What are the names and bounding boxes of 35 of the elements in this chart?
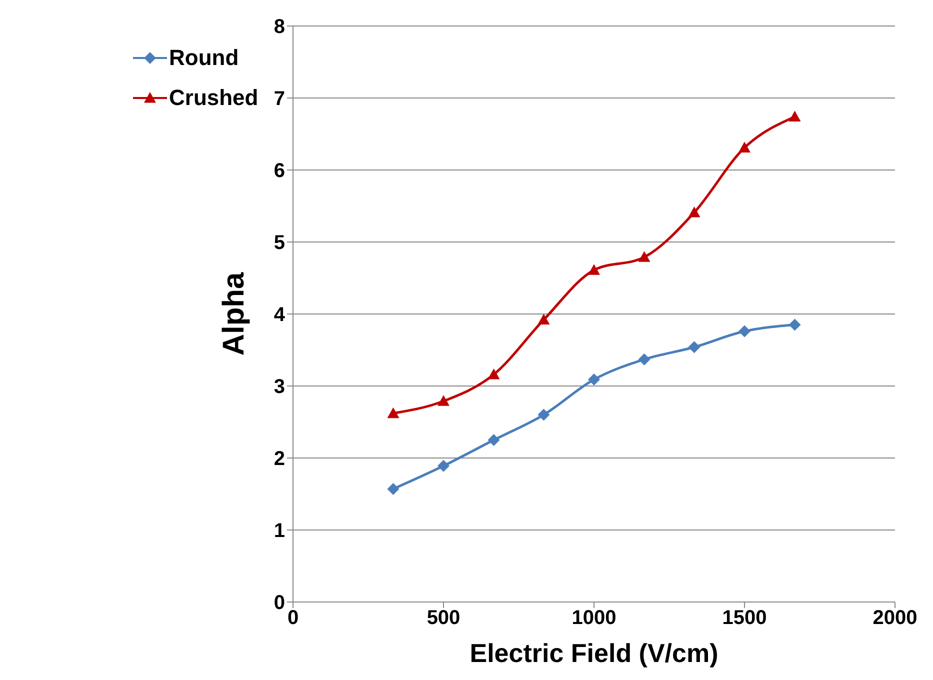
y-tick-label: 4 (274, 304, 286, 326)
point (387, 407, 400, 418)
point (638, 251, 650, 262)
y-axis-title: Alpha (218, 272, 251, 356)
point (438, 395, 450, 406)
x-tick-label: 1500 (722, 607, 767, 630)
point (688, 206, 700, 218)
point (588, 374, 600, 386)
y-tick-label: 1 (274, 520, 285, 542)
point (387, 482, 400, 495)
point (438, 460, 450, 472)
x-tick-label: 500 (426, 607, 460, 630)
point (588, 264, 600, 275)
y-tick-label: 6 (274, 160, 285, 182)
point (688, 341, 700, 354)
y-tick-label: 7 (274, 88, 285, 110)
x-tick-label: 1000 (572, 607, 616, 630)
point (738, 142, 750, 152)
legend-label: Round (169, 45, 239, 71)
point (538, 314, 550, 325)
x-axis-title: Electric Field (V/cm) (470, 638, 718, 668)
y-tick-label: 8 (274, 16, 285, 38)
point (538, 408, 550, 421)
point (738, 325, 750, 338)
point (488, 434, 500, 446)
legend-label: Crushed (169, 85, 258, 111)
point (488, 368, 500, 380)
y-tick-label: 0 (274, 592, 285, 614)
point (788, 110, 801, 122)
y-tick-label: 5 (274, 232, 285, 254)
y-tick-label: 3 (274, 376, 285, 398)
point (788, 318, 801, 331)
x-tick-label: 2000 (872, 607, 918, 630)
y-tick-label: 2 (274, 448, 285, 470)
point (638, 353, 650, 366)
